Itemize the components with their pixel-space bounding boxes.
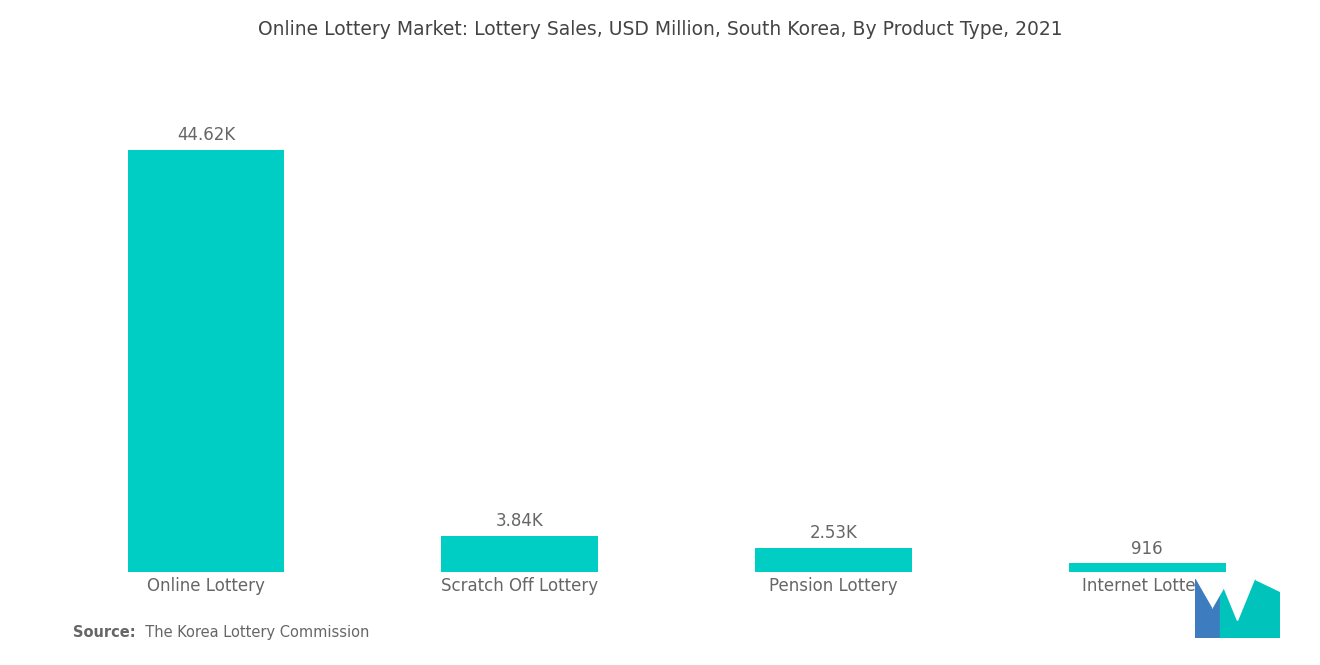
Polygon shape xyxy=(1195,579,1212,608)
Text: 3.84K: 3.84K xyxy=(496,512,544,530)
Polygon shape xyxy=(1254,579,1280,591)
Polygon shape xyxy=(1195,579,1229,608)
Polygon shape xyxy=(1221,579,1280,638)
Bar xyxy=(1069,563,1225,572)
Bar xyxy=(755,548,912,572)
Bar xyxy=(128,150,284,572)
Text: 44.62K: 44.62K xyxy=(177,126,235,144)
Polygon shape xyxy=(1195,579,1229,638)
Polygon shape xyxy=(1221,579,1254,620)
Text: Online Lottery Market: Lottery Sales, USD Million, South Korea, By Product Type,: Online Lottery Market: Lottery Sales, US… xyxy=(257,20,1063,39)
Text: Source:: Source: xyxy=(73,624,135,640)
Text: 916: 916 xyxy=(1131,539,1163,557)
Text: The Korea Lottery Commission: The Korea Lottery Commission xyxy=(136,624,370,640)
Bar xyxy=(441,535,598,572)
Text: 2.53K: 2.53K xyxy=(809,524,857,542)
